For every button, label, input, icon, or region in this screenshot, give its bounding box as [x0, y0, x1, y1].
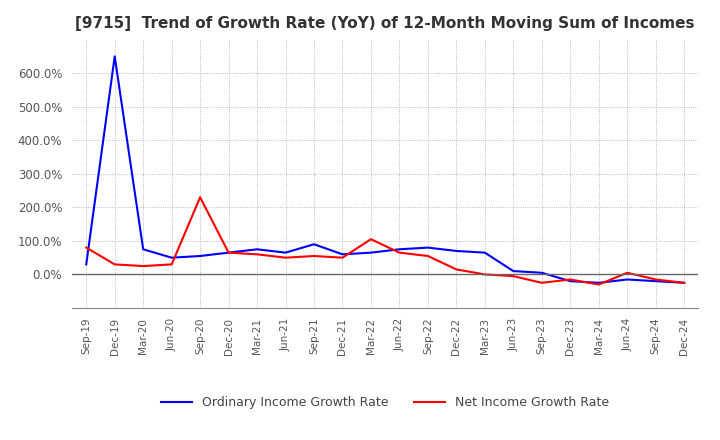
Net Income Growth Rate: [225, 250, 233, 255]
Net Income Growth Rate: [253, 252, 261, 257]
Net Income Growth Rate: [509, 274, 518, 279]
Net Income Growth Rate: [480, 272, 489, 277]
Net Income Growth Rate: [537, 280, 546, 286]
Line: Net Income Growth Rate: Net Income Growth Rate: [86, 197, 684, 285]
Ordinary Income Growth Rate: [423, 245, 432, 250]
Net Income Growth Rate: [282, 255, 290, 260]
Ordinary Income Growth Rate: [366, 250, 375, 255]
Net Income Growth Rate: [366, 237, 375, 242]
Net Income Growth Rate: [310, 253, 318, 259]
Net Income Growth Rate: [82, 245, 91, 250]
Ordinary Income Growth Rate: [310, 242, 318, 247]
Ordinary Income Growth Rate: [480, 250, 489, 255]
Net Income Growth Rate: [395, 250, 404, 255]
Net Income Growth Rate: [110, 262, 119, 267]
Ordinary Income Growth Rate: [652, 279, 660, 284]
Ordinary Income Growth Rate: [167, 255, 176, 260]
Ordinary Income Growth Rate: [509, 268, 518, 274]
Legend: Ordinary Income Growth Rate, Net Income Growth Rate: Ordinary Income Growth Rate, Net Income …: [156, 392, 614, 414]
Net Income Growth Rate: [566, 277, 575, 282]
Net Income Growth Rate: [338, 255, 347, 260]
Ordinary Income Growth Rate: [225, 250, 233, 255]
Net Income Growth Rate: [167, 262, 176, 267]
Ordinary Income Growth Rate: [139, 247, 148, 252]
Ordinary Income Growth Rate: [623, 277, 631, 282]
Ordinary Income Growth Rate: [680, 280, 688, 286]
Net Income Growth Rate: [139, 264, 148, 269]
Net Income Growth Rate: [423, 253, 432, 259]
Ordinary Income Growth Rate: [196, 253, 204, 259]
Net Income Growth Rate: [452, 267, 461, 272]
Net Income Growth Rate: [680, 280, 688, 286]
Ordinary Income Growth Rate: [82, 262, 91, 267]
Ordinary Income Growth Rate: [338, 252, 347, 257]
Ordinary Income Growth Rate: [537, 270, 546, 275]
Net Income Growth Rate: [652, 277, 660, 282]
Title: [9715]  Trend of Growth Rate (YoY) of 12-Month Moving Sum of Incomes: [9715] Trend of Growth Rate (YoY) of 12-…: [76, 16, 695, 32]
Ordinary Income Growth Rate: [253, 247, 261, 252]
Ordinary Income Growth Rate: [110, 54, 119, 59]
Ordinary Income Growth Rate: [595, 280, 603, 286]
Ordinary Income Growth Rate: [452, 248, 461, 253]
Net Income Growth Rate: [623, 270, 631, 275]
Ordinary Income Growth Rate: [395, 247, 404, 252]
Ordinary Income Growth Rate: [566, 279, 575, 284]
Line: Ordinary Income Growth Rate: Ordinary Income Growth Rate: [86, 56, 684, 283]
Net Income Growth Rate: [595, 282, 603, 287]
Net Income Growth Rate: [196, 194, 204, 200]
Ordinary Income Growth Rate: [282, 250, 290, 255]
